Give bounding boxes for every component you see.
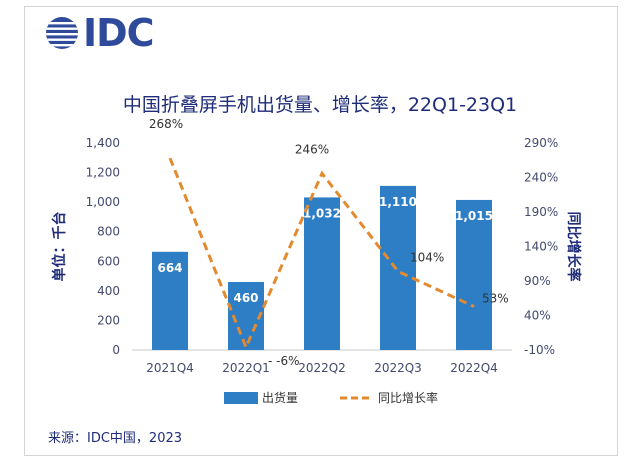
growth-data-label: 53% [482, 292, 509, 306]
y-tick-label: 1,400 [86, 136, 120, 150]
x-tick-label: 2022Q3 [374, 361, 422, 375]
growth-data-label: - -6% [268, 354, 300, 368]
legend-line-label: 同比增长率 [378, 390, 438, 405]
y2-tick-label: 90% [524, 274, 551, 288]
bar-data-label: 1,032 [303, 206, 341, 220]
x-tick-label: 2022Q4 [450, 361, 498, 375]
globe-icon [46, 17, 78, 49]
y-tick-label: 0 [112, 343, 120, 357]
bar-data-label: 664 [157, 261, 182, 275]
y2-tick-label: 140% [524, 240, 558, 254]
y2-tick-label: -10% [524, 343, 555, 357]
bar [152, 251, 188, 350]
bar [380, 185, 416, 350]
growth-data-label: 104% [410, 250, 444, 264]
y-tick-label: 1,200 [86, 166, 120, 180]
bar [456, 199, 492, 350]
y2-tick-label: 190% [524, 205, 558, 219]
y2-axis-title: 同比增长率 [565, 212, 582, 282]
x-tick-label: 2022Q2 [298, 361, 346, 375]
growth-data-label: 246% [295, 142, 329, 156]
y-tick-label: 200 [97, 313, 120, 327]
legend-bar-swatch [224, 392, 258, 404]
y2-tick-label: 40% [524, 309, 551, 323]
x-tick-label: 2021Q4 [146, 361, 194, 375]
y-tick-label: 400 [97, 284, 120, 298]
y-tick-label: 600 [97, 254, 120, 268]
legend-bar-label: 出货量 [262, 390, 298, 405]
y-tick-label: 1,000 [86, 195, 120, 209]
y2-tick-label: 240% [524, 171, 558, 185]
growth-data-label: 268% [149, 117, 183, 131]
chart-title: 中国折叠屏手机出货量、增长率，22Q1-23Q1 [122, 94, 518, 116]
y2-tick-label: 290% [524, 136, 558, 150]
bar [304, 197, 340, 350]
idc-logo: IDC [45, 11, 155, 55]
bar-data-label: 460 [233, 291, 258, 305]
x-tick-label: 2022Q1 [222, 361, 270, 375]
y-axis-title: 单位：千台 [51, 212, 68, 282]
bar-data-label: 1,015 [455, 209, 493, 223]
bar-data-label: 1,110 [379, 195, 417, 209]
logo-text: IDC [83, 11, 155, 55]
source-note: 来源：IDC中国，2023 [48, 431, 183, 446]
y-tick-label: 800 [97, 225, 120, 239]
